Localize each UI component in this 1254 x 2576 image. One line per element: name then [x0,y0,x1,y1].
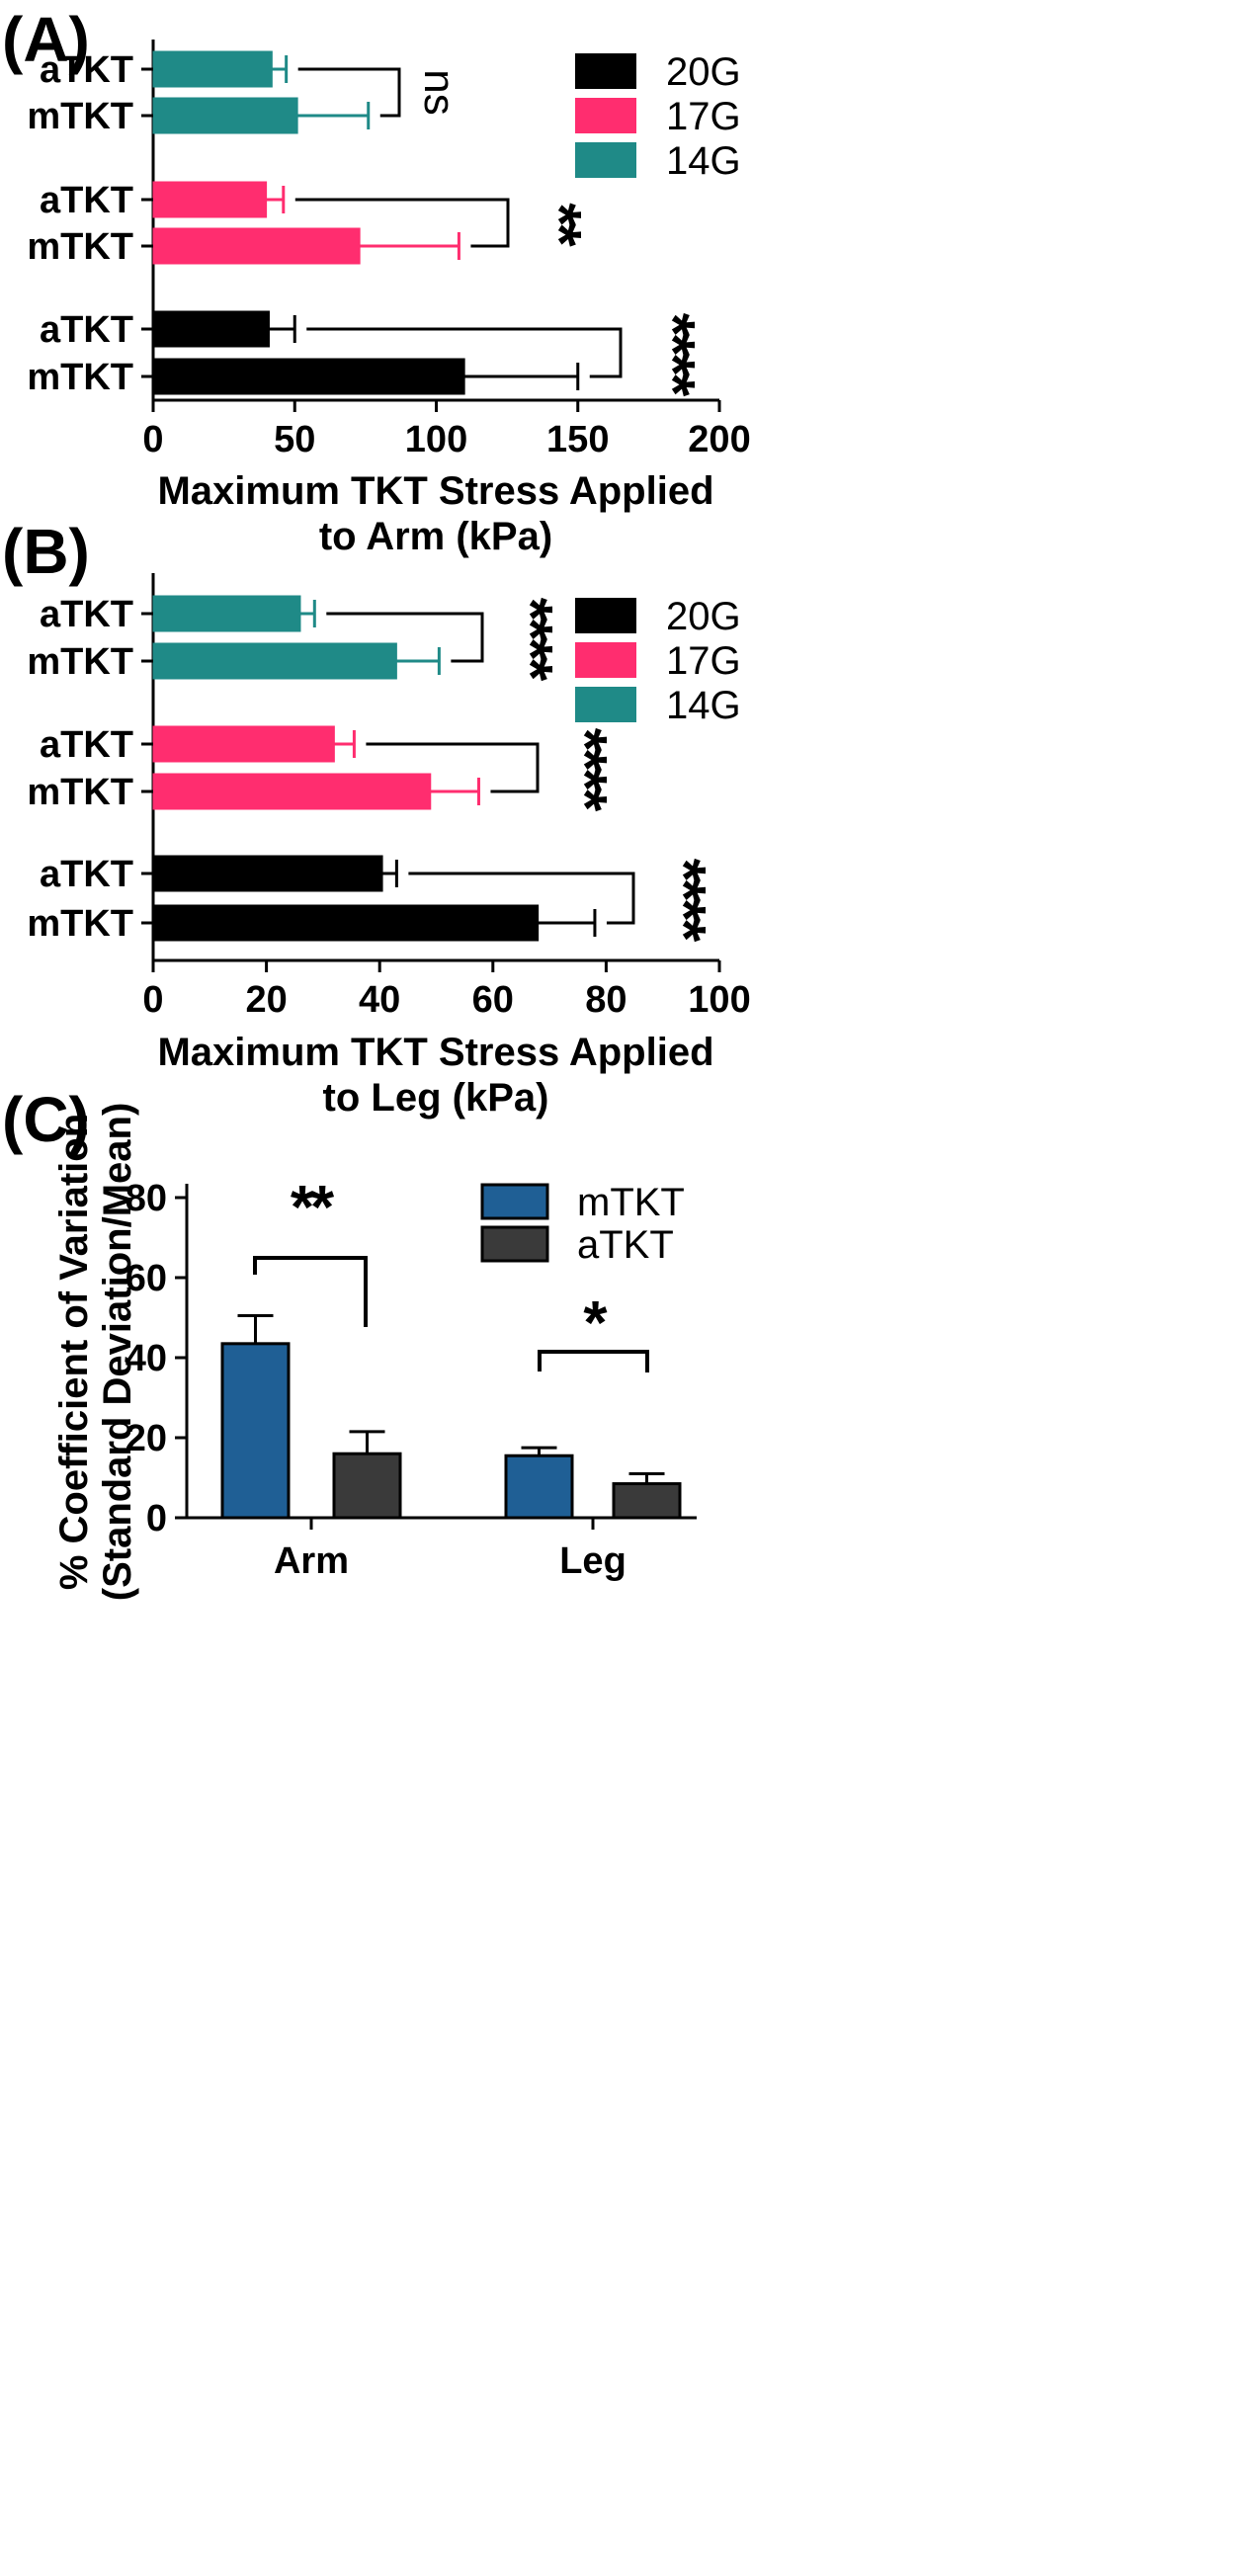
y-tick-label: 20 [125,1418,167,1459]
significance-bracket [538,1350,649,1372]
category-label: mTKT [27,903,133,945]
y-axis-title: % Coefficient of Variation [52,1114,96,1590]
category-label: aTKT [40,854,133,895]
bar-mtkt-17g [152,773,432,810]
bar-atkt-arm [332,1452,402,1520]
bar-atkt-17g [152,181,268,218]
significance-bracket [294,198,510,248]
legend-swatch-20g [575,598,636,633]
x-tick-label: 40 [359,979,400,1021]
bar-atkt-20g [152,855,383,892]
legend-label: 14G [666,139,741,183]
bar-mtkt-20g [152,358,465,395]
significance-label: **** [550,728,619,812]
panel-b: (B) 0 20 40 60 80 100 Maximum TKT Stress Applie… [2,516,751,1120]
significance-label: ns [415,69,463,115]
bar-atkt-17g [152,725,335,763]
x-tick-label: 100 [405,419,467,460]
legend-swatch-17g [575,642,636,678]
significance-label: ** [291,1174,335,1242]
x-axis-title: Maximum TKT Stress Applied [157,469,713,513]
bar-mtkt-14g [152,97,298,134]
x-category-label: Arm [274,1540,349,1582]
legend-label: 20G [666,595,741,638]
significance-bracket [408,872,635,925]
x-category-label: Leg [559,1540,627,1582]
y-tick-label: 0 [146,1498,167,1539]
panel-a: (A) 0 50 100 150 200 Maximum TKT Stress Applie… [2,4,751,558]
significance-bracket [253,1256,368,1327]
significance-label: **** [638,313,707,397]
legend-label: mTKT [577,1181,685,1224]
significance-bracket [297,67,401,118]
x-axis-title: to Arm (kPa) [319,515,552,558]
x-tick-label: 60 [472,979,514,1021]
bar-mtkt-14g [152,642,397,680]
legend-swatch-14g [575,142,636,178]
x-tick-label: 100 [688,979,750,1021]
significance-bracket [306,327,623,378]
bar-atkt-20g [152,310,270,348]
bar-mtkt-17g [152,227,361,265]
y-tick-label: 60 [125,1258,167,1299]
x-axis-title: Maximum TKT Stress Applied [157,1031,713,1074]
panel-letter: (C) [2,1084,90,1155]
category-label: aTKT [40,49,133,91]
legend-swatch-14g [575,687,636,722]
legend-swatch-17g [575,98,636,133]
significance-label: **** [649,859,717,943]
x-tick-label: 200 [688,419,750,460]
legend-label: 20G [666,50,741,94]
panel-letter: (A) [2,4,90,75]
legend-label: 17G [666,639,741,683]
bar-atkt-14g [152,50,273,88]
legend-swatch-atkt [480,1225,549,1263]
x-tick-label: 150 [546,419,609,460]
category-label: aTKT [40,309,133,351]
bar-mtkt-20g [152,904,540,942]
x-tick-label: 0 [142,979,163,1021]
category-label: mTKT [27,96,133,137]
x-tick-label: 20 [245,979,287,1021]
bar-mtkt-leg [504,1454,574,1520]
x-tick-label: 80 [585,979,627,1021]
legend-label: 17G [666,95,741,138]
significance-bracket [366,742,540,793]
significance-bracket [326,612,484,663]
x-axis-title: to Leg (kPa) [323,1076,549,1120]
x-tick-label: 0 [142,419,163,460]
bar-atkt-14g [152,595,301,632]
legend-swatch-20g [575,53,636,89]
category-label: mTKT [27,641,133,683]
legend-label: aTKT [577,1223,674,1267]
significance-label: * [583,1289,608,1358]
category-label: aTKT [40,594,133,635]
y-tick-label: 80 [125,1178,167,1219]
category-label: mTKT [27,226,133,268]
x-tick-label: 50 [274,419,315,460]
panel-c: (C) 0 20 40 60 80 % Coefficient of Variation (S… [2,1084,697,1601]
y-tick-label: 40 [125,1338,167,1379]
category-label: mTKT [27,772,133,813]
legend-swatch-mtkt [480,1183,549,1220]
category-label: aTKT [40,180,133,221]
panel-letter: (B) [2,516,90,587]
significance-label: ** [525,203,593,247]
y-axis-title: (Standard Deviation/Mean) [96,1103,139,1602]
significance-label: **** [496,598,564,682]
legend-label: 14G [666,684,741,727]
bar-mtkt-arm [220,1342,291,1520]
category-label: mTKT [27,357,133,398]
bar-atkt-leg [612,1482,682,1520]
category-label: aTKT [40,724,133,766]
